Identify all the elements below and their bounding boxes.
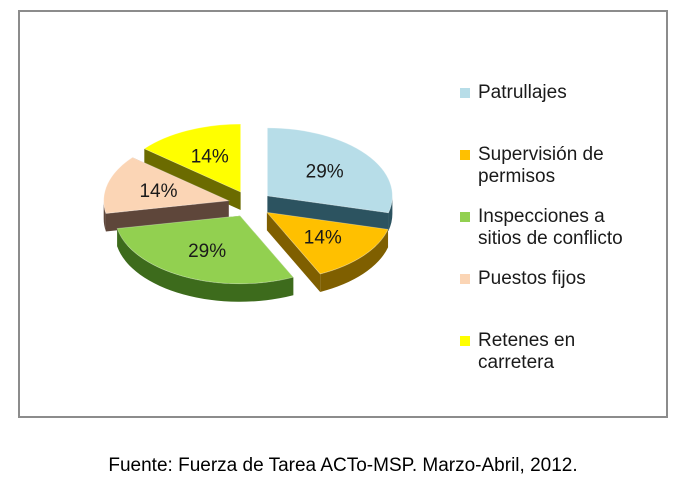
pie-slice-side-patrullajes: [388, 195, 393, 231]
legend-label-inspecciones-line-1: Inspecciones a: [478, 206, 605, 227]
source-note: Fuente: Fuerza de Tarea ACTo-MSP. Marzo-…: [108, 455, 578, 476]
pie-slice-wall-supervision-de-permisos-1: [266, 212, 321, 292]
data-label-puestos-fijos: 14%: [139, 181, 177, 202]
pie-slice-wall-retenes-0: [144, 148, 241, 211]
pie-slice-top-patrullajes: [266, 127, 393, 214]
pie-slice-side-inspecciones: [117, 228, 294, 302]
chart-frame: 29% 14% 29% 14% 14% Patrullajes Supervisión …: [18, 10, 668, 418]
pie-slice-patrullajes: [266, 127, 393, 231]
legend-label-supervision-line-1: Supervisión de: [478, 144, 604, 165]
legend-label-puestos-fijos-line-1: Puestos fijos: [478, 268, 586, 289]
legend-label-supervision-line-2: permisos: [478, 166, 556, 187]
legend-item-inspecciones: Inspecciones a sitios de conflicto: [460, 206, 660, 250]
pie-slice-puestos-fijos: [103, 156, 231, 232]
pie-slice-side-supervision-de-permisos: [320, 229, 389, 292]
legend-swatch-supervision-de-permisos: [460, 150, 470, 160]
pie-slice-side-puestos-fijos: [103, 200, 106, 232]
data-label-inspecciones: 29%: [188, 241, 226, 262]
data-label-patrullajes: 29%: [306, 162, 344, 183]
legend-swatch-puestos-fijos: [460, 274, 470, 284]
legend: Patrullajes Supervisión de permisos Insp…: [460, 82, 660, 374]
legend-item-puestos-fijos: Puestos fijos: [460, 268, 660, 290]
pie-slice-top-inspecciones: [116, 215, 294, 285]
legend-label-inspecciones-line-2: sitios de conflicto: [478, 228, 623, 249]
pie-slice-wall-puestos-fijos-0: [105, 200, 229, 232]
pie-slice-top-puestos-fijos: [103, 156, 231, 214]
legend-item-supervision-de-permisos: Supervisión de permisos: [460, 144, 660, 188]
legend-item-patrullajes: Patrullajes: [460, 82, 660, 104]
data-label-supervision-de-permisos: 14%: [304, 228, 342, 249]
legend-label-retenes-line-2: carretera: [478, 352, 555, 373]
legend-label-retenes-line-1: Retenes en: [478, 330, 576, 351]
pie-slice-inspecciones: [116, 215, 294, 302]
pie-slice-wall-patrullajes-1: [267, 195, 389, 231]
pie-chart: 29% 14% 29% 14% 14%: [103, 123, 393, 302]
legend-label-patrullajes-line-1: Patrullajes: [478, 82, 567, 103]
pie-slice-retenes: [143, 123, 242, 211]
pie-slice-top-retenes: [143, 123, 242, 193]
legend-item-retenes: Retenes en carretera: [460, 330, 660, 374]
legend-swatch-patrullajes: [460, 88, 470, 98]
pie-slice-top-supervision-de-permisos: [265, 211, 389, 275]
legend-swatch-retenes: [460, 336, 470, 346]
data-label-retenes: 14%: [191, 146, 229, 167]
pie-slice-supervision-de-permisos: [265, 211, 389, 292]
legend-swatch-inspecciones: [460, 212, 470, 222]
